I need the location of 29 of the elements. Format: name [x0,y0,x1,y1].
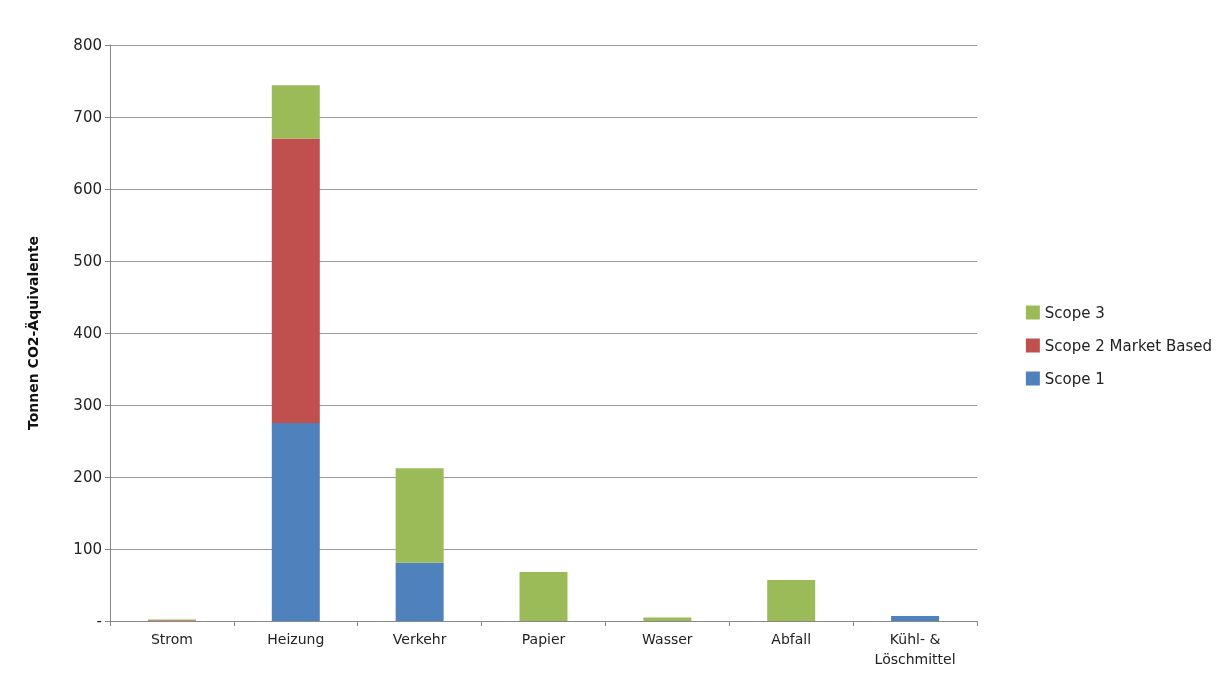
bar [643,617,692,621]
bar [519,572,568,621]
x-tick-label: Papier [521,631,566,647]
y-tick-label: 600 [73,180,102,198]
bar [395,468,444,563]
x-tick-label: Verkehr [392,631,447,647]
y-tick-label: 700 [73,108,102,126]
x-tick-label: Heizung [267,631,325,647]
y-axis-title: Tonnen CO2-Äquivalente [25,236,41,430]
bar [271,138,320,423]
y-tick-label: 800 [73,36,102,54]
y-tick-label: 200 [73,468,102,486]
y-tick-label: 400 [73,324,102,342]
bar [767,579,816,621]
x-tick-label: Wasser [642,631,693,647]
legend-label: Scope 2 Market Based [1044,336,1212,355]
legend-label: Scope 1 [1044,369,1105,388]
x-tick-label: Strom [150,631,193,647]
bar [271,85,320,139]
y-tick-label: 300 [73,396,102,414]
y-tick-label: 100 [73,540,102,558]
bar [891,615,940,621]
x-tick-label: Abfall [771,631,812,647]
bar [395,562,444,621]
x-tick-label: Kühl- & Löschmittel [874,631,956,667]
legend-label: Scope 3 [1044,303,1105,322]
y-tick-label: - [96,612,102,630]
bar [271,423,320,621]
y-tick-label: 500 [73,252,102,270]
